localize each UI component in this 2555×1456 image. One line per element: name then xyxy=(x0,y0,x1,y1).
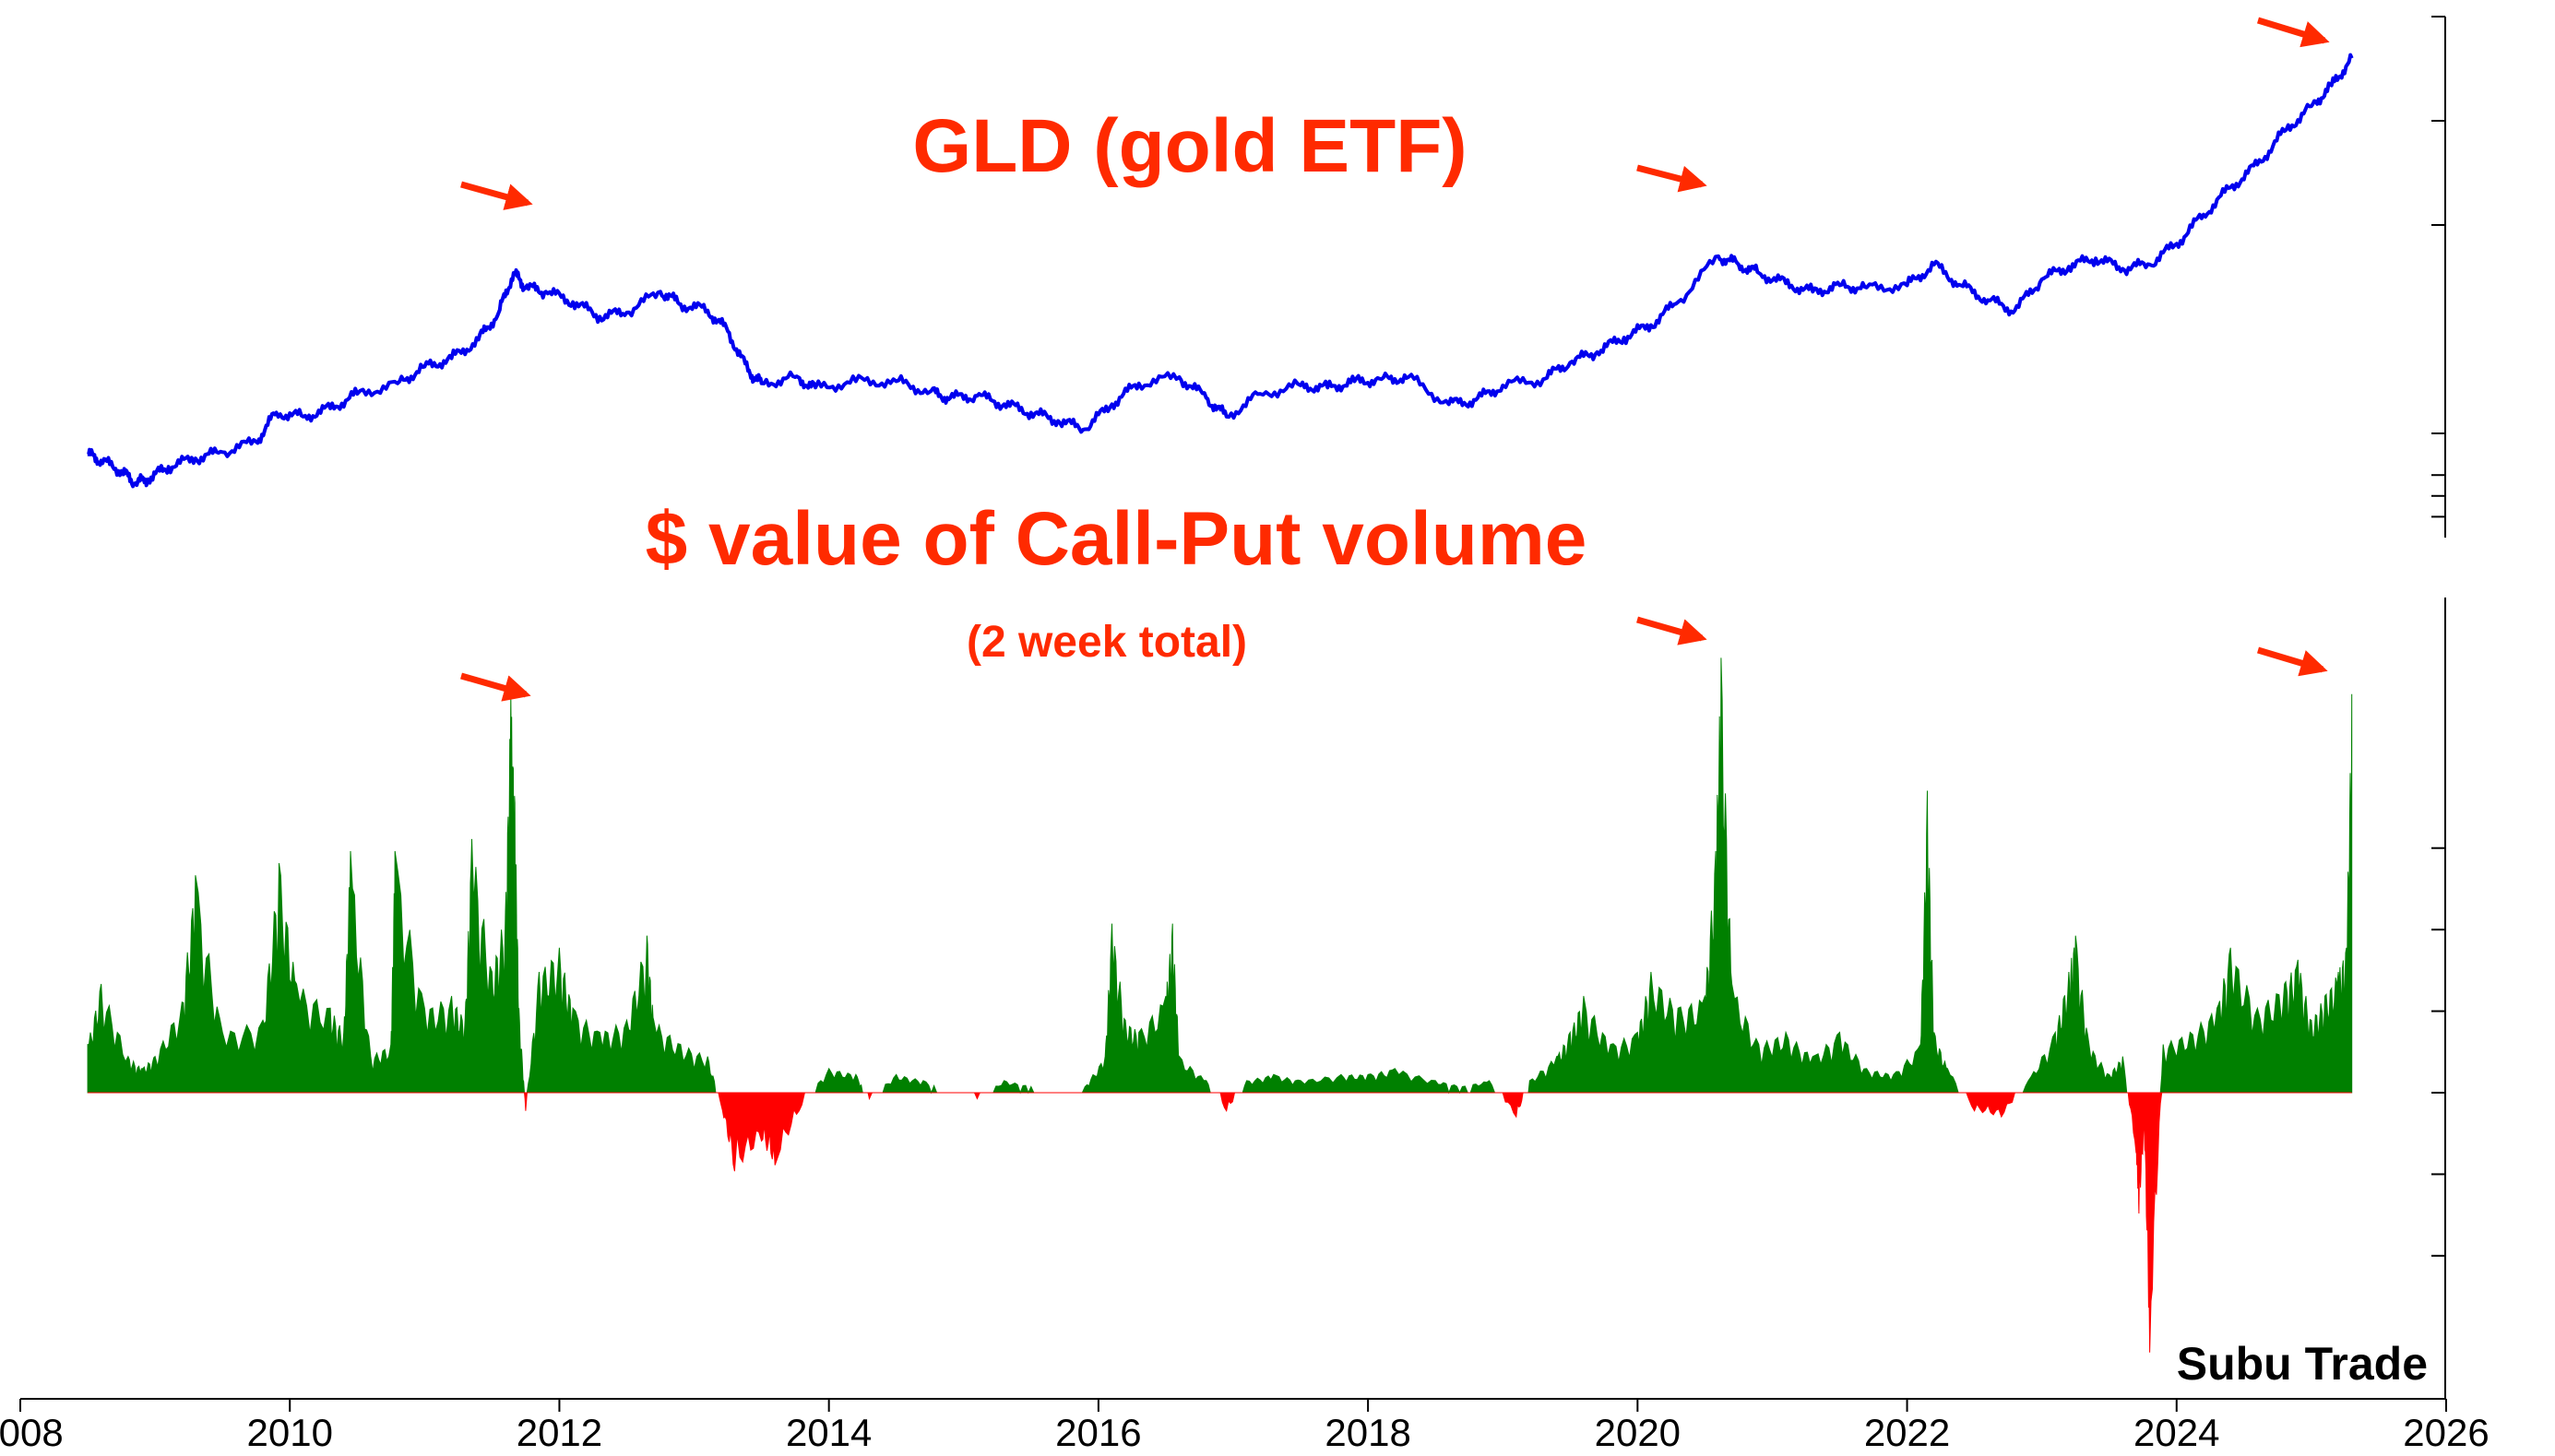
gld-arrow-2025 xyxy=(2256,17,2330,48)
call-put-title: $ value of Call-Put volume xyxy=(646,497,1587,581)
cp-arrow-2020 xyxy=(1636,616,1707,645)
call-put-panel: $ value of Call-Put volume (2 week total… xyxy=(87,497,2446,1398)
x-tick-label: 2018 xyxy=(1325,1411,1410,1454)
gld-y-ticks xyxy=(2431,16,2445,518)
x-tick-label: 2012 xyxy=(517,1411,602,1454)
x-tick-label: 2020 xyxy=(1595,1411,1681,1454)
watermark: Subu Trade xyxy=(2177,1338,2428,1390)
gld-price-line xyxy=(87,53,2354,489)
gld-title: GLD (gold ETF) xyxy=(912,104,1467,188)
cp-arrow-2025 xyxy=(2256,646,2328,677)
x-ticks: 2008 2010 2012 2014 2016 2018 2020 2022 2024 2026 xyxy=(0,1399,2490,1454)
gld-arrow-2020 xyxy=(1636,164,1707,193)
x-tick-label: 2016 xyxy=(1055,1411,1141,1454)
gld-arrow-2011 xyxy=(460,181,533,210)
gld-price-panel: GLD (gold ETF) xyxy=(87,16,2446,538)
x-tick-label: 2022 xyxy=(1864,1411,1950,1454)
x-tick-label: 2024 xyxy=(2133,1411,2219,1454)
x-tick-label: 2010 xyxy=(247,1411,333,1454)
call-put-negative-area xyxy=(88,1092,2352,1353)
x-tick-label: 2014 xyxy=(786,1411,872,1454)
call-put-positive-area xyxy=(87,657,2353,1095)
x-tick-label: 2026 xyxy=(2403,1411,2489,1454)
x-tick-label: 2008 xyxy=(0,1411,64,1454)
call-put-y-ticks xyxy=(2431,846,2445,1257)
x-axis: 2008 2010 2012 2014 2016 2018 2020 2022 2024 2026 xyxy=(0,1398,2490,1454)
call-put-subtitle: (2 week total) xyxy=(967,618,1247,667)
cp-arrow-2011 xyxy=(460,672,531,702)
